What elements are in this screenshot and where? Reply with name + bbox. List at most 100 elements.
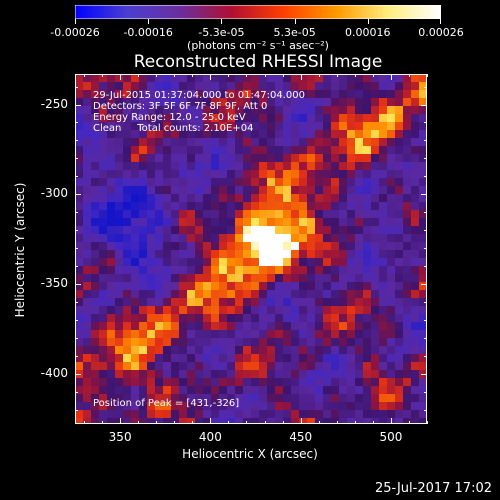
- heatmap-pixel: [163, 378, 171, 386]
- heatmap-pixel: [75, 138, 83, 146]
- heatmap-pixel: [211, 122, 219, 130]
- heatmap-pixel: [187, 410, 195, 418]
- heatmap-pixel: [243, 130, 251, 138]
- heatmap-pixel: [355, 410, 363, 418]
- heatmap-pixel: [355, 98, 363, 106]
- heatmap-pixel: [195, 306, 203, 314]
- heatmap-pixel: [235, 82, 243, 90]
- y-minor-tick-right: [424, 373, 427, 375]
- heatmap-pixel: [147, 234, 155, 242]
- heatmap-pixel: [291, 250, 299, 258]
- heatmap-pixel: [155, 90, 163, 98]
- heatmap-pixel: [211, 362, 219, 370]
- x-minor-tick-top: [156, 74, 158, 77]
- heatmap-pixel: [371, 250, 379, 258]
- heatmap-pixel: [363, 74, 371, 82]
- heatmap-pixel: [347, 394, 355, 402]
- heatmap-pixel: [339, 74, 347, 82]
- heatmap-pixel: [275, 354, 283, 362]
- heatmap-pixel: [235, 242, 243, 250]
- heatmap-pixel: [211, 274, 219, 282]
- heatmap-pixel: [187, 130, 195, 138]
- heatmap-pixel: [251, 106, 259, 114]
- heatmap-pixel: [123, 98, 131, 106]
- heatmap-pixel: [139, 90, 147, 98]
- heatmap-pixel: [147, 314, 155, 322]
- heatmap-pixel: [363, 370, 371, 378]
- heatmap-pixel: [347, 194, 355, 202]
- heatmap-pixel: [75, 338, 83, 346]
- heatmap-pixel: [131, 162, 139, 170]
- heatmap-pixel: [243, 186, 251, 194]
- heatmap-pixel: [251, 410, 259, 418]
- heatmap-pixel: [115, 90, 123, 98]
- heatmap-pixel: [91, 290, 99, 298]
- heatmap-pixel: [139, 330, 147, 338]
- heatmap-pixel: [219, 106, 227, 114]
- heatmap-pixel: [267, 282, 275, 290]
- heatmap-pixel: [339, 378, 347, 386]
- heatmap-pixel: [395, 242, 403, 250]
- heatmap-pixel: [75, 386, 83, 394]
- heatmap-pixel: [419, 354, 427, 362]
- heatmap-pixel: [179, 402, 187, 410]
- heatmap-pixel: [283, 386, 291, 394]
- heatmap-pixel: [387, 162, 395, 170]
- heatmap-pixel: [243, 394, 251, 402]
- heatmap-pixel: [195, 282, 203, 290]
- heatmap-pixel: [355, 418, 363, 424]
- heatmap-pixel: [227, 362, 235, 370]
- heatmap-pixel: [75, 346, 83, 354]
- heatmap-pixel: [339, 146, 347, 154]
- heatmap-pixel: [291, 202, 299, 210]
- heatmap-pixel: [91, 186, 99, 194]
- heatmap-pixel: [403, 386, 411, 394]
- heatmap-pixel: [355, 210, 363, 218]
- heatmap-pixel: [275, 202, 283, 210]
- heatmap-pixel: [259, 242, 267, 250]
- heatmap-pixel: [331, 122, 339, 130]
- heatmap-pixel: [275, 282, 283, 290]
- heatmap-pixel: [243, 218, 251, 226]
- heatmap-pixel: [195, 274, 203, 282]
- heatmap-pixel: [339, 202, 347, 210]
- heatmap-pixel: [331, 162, 339, 170]
- heatmap-pixel: [419, 346, 427, 354]
- heatmap-pixel: [403, 186, 411, 194]
- heatmap-pixel: [155, 378, 163, 386]
- heatmap-pixel: [131, 106, 139, 114]
- heatmap-pixel: [195, 74, 203, 82]
- heatmap-pixel: [123, 186, 131, 194]
- heatmap-pixel: [219, 290, 227, 298]
- heatmap-pixel: [315, 370, 323, 378]
- heatmap-pixel: [323, 418, 331, 424]
- heatmap-pixel: [227, 378, 235, 386]
- heatmap-pixel: [291, 274, 299, 282]
- heatmap-pixel: [331, 210, 339, 218]
- heatmap-pixel: [411, 98, 419, 106]
- heatmap-pixel: [227, 370, 235, 378]
- heatmap-pixel: [307, 242, 315, 250]
- heatmap-pixel: [83, 402, 91, 410]
- heatmap-pixel: [379, 170, 387, 178]
- heatmap-pixel: [323, 274, 331, 282]
- heatmap-pixel: [283, 290, 291, 298]
- heatmap-pixel: [163, 218, 171, 226]
- heatmap-pixel: [339, 90, 347, 98]
- heatmap-pixel: [299, 130, 307, 138]
- heatmap-pixel: [403, 122, 411, 130]
- heatmap-pixel: [227, 130, 235, 138]
- heatmap-pixel: [171, 82, 179, 90]
- heatmap-pixel: [171, 106, 179, 114]
- heatmap-pixel: [187, 274, 195, 282]
- heatmap-pixel: [323, 330, 331, 338]
- heatmap-pixel: [131, 130, 139, 138]
- heatmap-pixel: [99, 202, 107, 210]
- heatmap-pixel: [203, 138, 211, 146]
- heatmap-pixel: [139, 282, 147, 290]
- heatmap-pixel: [347, 146, 355, 154]
- heatmap-pixel: [211, 154, 219, 162]
- heatmap-pixel: [235, 162, 243, 170]
- heatmap-pixel: [115, 74, 123, 82]
- heatmap-pixel: [411, 354, 419, 362]
